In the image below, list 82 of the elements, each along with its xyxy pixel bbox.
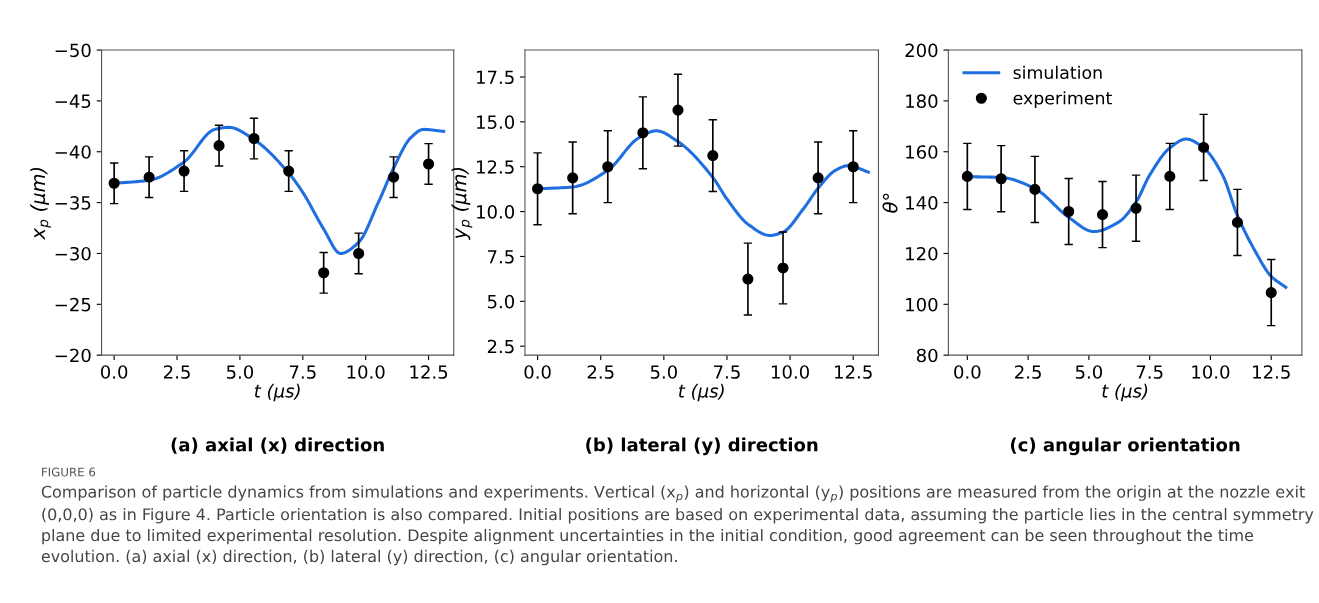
- point: [1096, 209, 1109, 221]
- text: (a) axial (x) direction: [171, 437, 384, 454]
- point: [108, 177, 120, 189]
- y-tick-label: 140: [906, 196, 938, 210]
- x-axis-title: t (μs): [254, 383, 300, 402]
- point: [1164, 170, 1176, 182]
- point: [532, 183, 544, 195]
- point: [213, 140, 225, 152]
- y-tick-label: 180: [906, 94, 938, 109]
- y-tick-label: 200: [905, 43, 938, 58]
- x-tick-label: 0.0: [100, 365, 128, 379]
- x-tick-label: 0.0: [524, 365, 551, 379]
- x-tick-label: 0.0: [954, 365, 981, 379]
- legend-label: experiment: [1013, 91, 1112, 108]
- y-tick-label: 10.0: [477, 205, 515, 219]
- point: [388, 171, 400, 183]
- y-tick-label: −25: [55, 297, 91, 312]
- y-tick-label: 100: [906, 297, 938, 312]
- x-tick-label: 5.0: [1075, 365, 1103, 379]
- x-tick-label: 12.5: [1253, 365, 1290, 379]
- text: Comparison of particle dynamics from simulations and experiments. Vertical (x$_{p}$) and horizontal (y$_{p}$) positions are measured from the origin at the nozzle exit (0,0,0) as in Figure 4. Particle orientation is also compared. Initial positions are based on experimental data, assuming the particle lies in the central symmetry plane due to limited experimental resolution. Despite alignment uncertainties in the initial condition, good agreement can be seen throughout the time evolution. (a) axial (x) direction, (b) lateral (y) direction, (c) angular orientation.: [41, 485, 1314, 566]
- legend-label: simulation: [1013, 65, 1102, 80]
- y-axis-title: y$_{p}$ (μm): [451, 167, 473, 240]
- point: [248, 132, 260, 145]
- point: [707, 150, 719, 162]
- x-axis-title: t (μs): [1102, 383, 1148, 402]
- y-tick-label: 17.5: [477, 70, 514, 85]
- point: [637, 127, 649, 139]
- x-tick-label: 2.5: [163, 365, 190, 379]
- point: [847, 161, 859, 173]
- x-axis-title: t (μs): [678, 383, 724, 402]
- caption: FIGURE 6: [42, 467, 96, 477]
- x-tick-label: 7.5: [1136, 365, 1163, 379]
- point: [1265, 287, 1277, 299]
- y-tick-label: −50: [55, 43, 91, 58]
- point: [672, 104, 684, 116]
- y-tick-label: 7.5: [488, 250, 514, 264]
- y-axis-title: x$_{p}$ (μm): [30, 167, 51, 240]
- x-tick-label: 7.5: [714, 365, 740, 379]
- x-tick-label: 12.5: [835, 365, 872, 379]
- point: [1130, 202, 1142, 214]
- point: [143, 171, 155, 183]
- y-tick-label: −20: [55, 348, 91, 363]
- point: [567, 172, 579, 184]
- text: (b) lateral (y) direction: [586, 437, 818, 456]
- point: [1029, 183, 1041, 195]
- y-tick-label: 80: [916, 348, 938, 363]
- y-tick-label: −35: [55, 196, 91, 210]
- x-tick-label: 2.5: [1015, 365, 1041, 379]
- y-tick-label: 2.5: [487, 339, 514, 354]
- point: [423, 158, 435, 170]
- y-tick-label: 12.5: [477, 160, 514, 174]
- point: [961, 170, 973, 182]
- y-tick-label: 5.0: [487, 294, 515, 309]
- point: [318, 267, 330, 279]
- x-tick-label: 5.0: [650, 365, 677, 379]
- point: [777, 262, 789, 274]
- y-axis-title: θ°: [882, 193, 898, 213]
- x-tick-label: 10.0: [1192, 365, 1230, 379]
- point: [812, 172, 824, 184]
- x-tick-label: 7.5: [289, 365, 316, 379]
- x-tick-label: 5.0: [226, 365, 254, 379]
- y-tick-label: 120: [906, 246, 938, 261]
- point: [353, 247, 365, 260]
- y-tick-label: 160: [906, 145, 938, 159]
- point: [602, 161, 614, 173]
- x-tick-label: 10.0: [771, 365, 809, 379]
- point: [742, 273, 754, 285]
- x-tick-label: 12.5: [410, 365, 448, 379]
- point: [1063, 205, 1075, 218]
- point: [178, 165, 190, 177]
- y-tick-label: 15.0: [477, 115, 515, 129]
- y-tick-label: −30: [55, 246, 91, 261]
- point: [995, 173, 1007, 185]
- point: [283, 165, 295, 177]
- y-tick-label: −45: [55, 94, 91, 109]
- y-tick-label: −40: [55, 145, 91, 159]
- point: [1231, 216, 1243, 228]
- text: (c) angular orientation: [1010, 437, 1240, 456]
- x-tick-label: 2.5: [587, 365, 614, 379]
- point: [1198, 141, 1210, 153]
- x-tick-label: 10.0: [347, 365, 385, 379]
